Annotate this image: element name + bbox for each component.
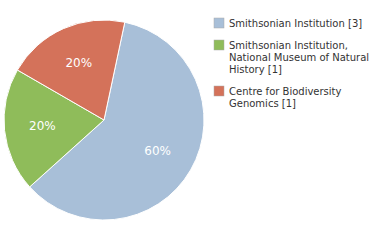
- legend: Smithsonian Institution [3] Smithsonian I…: [214, 18, 369, 109]
- pie: [4, 20, 204, 220]
- chart-container: 60%20%20%Smithsonian Institution [3]Smit…: [0, 0, 380, 240]
- legend-label: Smithsonian Institution,National Museum …: [229, 40, 369, 75]
- legend-swatch: [214, 18, 224, 28]
- legend-label: Smithsonian Institution [3]: [229, 18, 362, 29]
- legend-swatch: [214, 40, 224, 50]
- data-label: 60%: [144, 144, 171, 158]
- legend-label: Centre for BiodiversityGenomics [1]: [229, 86, 342, 109]
- data-label: 20%: [29, 119, 56, 133]
- chart: 60%20%20%Smithsonian Institution [3]Smit…: [0, 0, 380, 240]
- data-label: 20%: [65, 56, 92, 70]
- pie-labels: 60% 20% 20%: [29, 56, 171, 158]
- legend-swatch: [214, 86, 224, 96]
- pie-slice: [17, 20, 124, 120]
